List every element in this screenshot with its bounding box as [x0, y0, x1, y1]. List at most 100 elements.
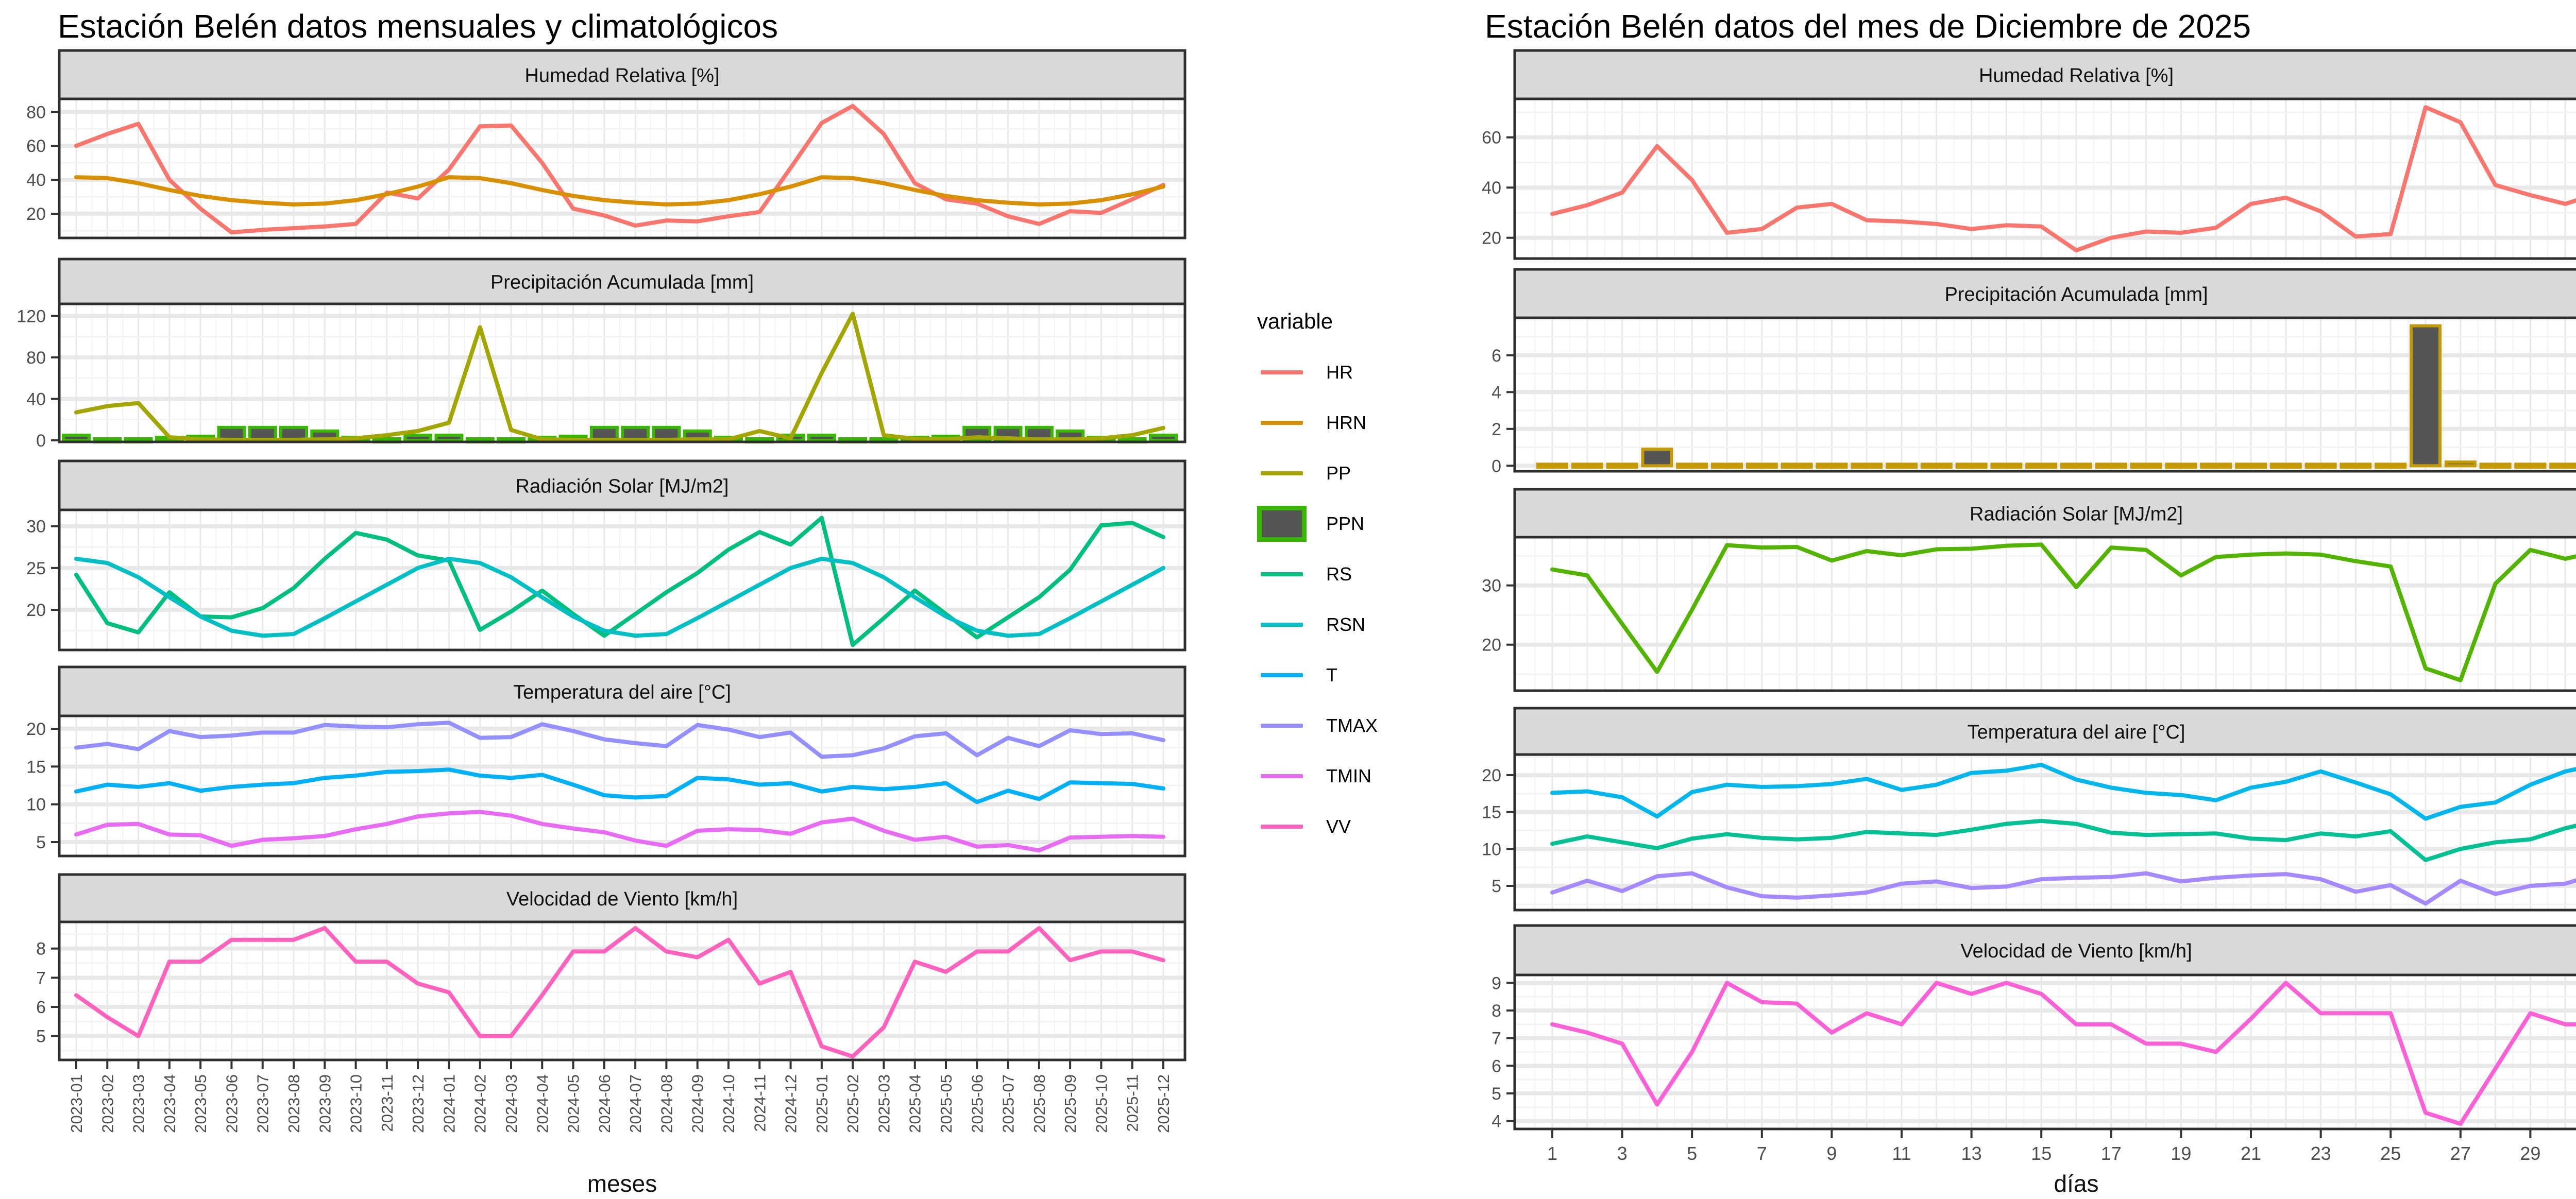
legend-label: TMAX [1326, 715, 1378, 736]
legend-key-VV-line [1257, 825, 1307, 829]
xtick-label: 2025-03 [875, 1074, 893, 1133]
ytick-hum: 80 [26, 102, 46, 122]
xtick-label: 9 [1826, 1143, 1837, 1164]
ytick-precip: 6 [1492, 346, 1501, 366]
xtick-label: 21 [2241, 1143, 2261, 1164]
series-VV-line [1550, 981, 2576, 1126]
series-HRN-line [74, 175, 1165, 207]
legend-entry-RSN: RSN [1257, 599, 1378, 650]
xtick-label: 2023-10 [347, 1074, 365, 1133]
ytick-hum: 20 [26, 204, 46, 224]
left-legend-title: variable [1257, 309, 1333, 333]
right-chart: Humedad Relativa [%]204060Precipitación … [1482, 49, 2576, 1197]
legend-label: T [1326, 664, 1337, 686]
xtick-label: 2024-05 [565, 1074, 583, 1133]
legend-label: TMIN [1326, 765, 1371, 786]
xtick-label: 2023-06 [223, 1074, 241, 1133]
strip-title-temp: Temperatura del aire [°C] [513, 682, 731, 704]
series-T-line [74, 767, 1165, 804]
legend-key-TMIN-line [1257, 774, 1307, 778]
xtick-label: 13 [1961, 1143, 1982, 1164]
series-RS-line [74, 516, 1165, 647]
legend-label: RS [1326, 563, 1352, 585]
panel-rad: Radiación Solar [MJ/m2] 20 30 [1482, 488, 2576, 692]
strip-title-viento: Velocidad de Viento [km/h] [506, 888, 738, 910]
xtick-label: 2023-01 [67, 1074, 86, 1133]
ytick-precip: 0 [1492, 456, 1501, 476]
legend-key-RSN-line [1257, 623, 1307, 627]
ytick-viento: 8 [36, 939, 46, 959]
left-chart-title: Estación Belén datos mensuales y climato… [58, 8, 778, 45]
legend-entry-VV: VV [1257, 801, 1378, 852]
panel-hum: Humedad Relativa [%] 20 40 60 [1482, 49, 2576, 260]
legend-entry-RS: RS [1257, 549, 1378, 599]
ytick-viento: 6 [1492, 1056, 1501, 1076]
xtick-label: 3 [1617, 1143, 1628, 1164]
ytick-temp: 20 [1482, 766, 1501, 785]
strip-viento [58, 873, 1187, 923]
strip-title-rad: Radiación Solar [MJ/m2] [516, 476, 729, 498]
ytick-rad: 30 [26, 517, 46, 537]
xtick-label: 2025-06 [968, 1074, 986, 1133]
ytick-rad: 30 [1482, 576, 1501, 596]
xtick-label: 2025-09 [1061, 1074, 1079, 1133]
ytick-temp: 20 [26, 720, 46, 739]
xtick-label: 25 [2380, 1143, 2401, 1164]
ytick-hum: 60 [1482, 128, 1501, 148]
ytick-precip: 40 [26, 389, 46, 409]
xtick-label: 2025-07 [999, 1074, 1018, 1133]
strip-rad [58, 459, 1187, 511]
series-RS-line [1550, 542, 2576, 682]
xtick-label: 2025-05 [937, 1074, 955, 1133]
xtick-label: 2024-02 [471, 1074, 489, 1133]
strip-precip [58, 258, 1187, 305]
ytick-hum: 20 [1482, 229, 1501, 248]
xtick-label: 1 [1547, 1143, 1557, 1164]
ytick-rad: 20 [26, 601, 46, 620]
xtick-label: 2023-12 [409, 1074, 427, 1133]
xtick-label: 2024-06 [596, 1074, 614, 1133]
series-RSN-line [74, 556, 1165, 638]
panel-temp: Temperatura del aire [°C] 5 10 15 20 [1482, 707, 2576, 912]
xtick-label: 2023-02 [98, 1074, 116, 1133]
legend-key-RS-line [1257, 572, 1307, 576]
left-chart: Humedad Relativa [%]20406080Precipitació… [16, 49, 1187, 1197]
legend-entry-TMAX: TMAX [1257, 700, 1378, 751]
strip-title-viento: Velocidad de Viento [km/h] [1960, 940, 2192, 962]
xtick-label: 2024-03 [502, 1074, 520, 1133]
legend-label: HRN [1326, 412, 1366, 433]
series-TMIN-line [74, 810, 1165, 853]
ytick-precip: 2 [1492, 420, 1501, 439]
strip-title-temp: Temperatura del aire [°C] [1968, 722, 2185, 743]
xtick-label: 5 [1687, 1143, 1697, 1164]
series-HR-line [74, 104, 1165, 235]
xtick-label: 2024-11 [751, 1074, 769, 1132]
xtick-label: 2023-09 [316, 1074, 334, 1133]
xtick-label: 2025-02 [844, 1074, 862, 1133]
panel-temp: Temperatura del aire [°C] 5 10 15 20 [26, 665, 1187, 858]
legend-key-HR-line [1257, 370, 1307, 374]
strip-hum [58, 49, 1187, 100]
xtick-label: 7 [1757, 1143, 1767, 1164]
ytick-temp: 10 [26, 795, 46, 815]
xtick-label: 2023-11 [378, 1074, 396, 1132]
ytick-precip: 120 [16, 306, 46, 326]
series-VV-line [74, 926, 1165, 1059]
panel-viento: Velocidad de Viento [km/h] 4 5 6 7 8 9 [1492, 924, 2576, 1132]
xtick-label: 15 [2031, 1143, 2052, 1164]
legend-label: PP [1326, 463, 1351, 484]
ytick-temp: 15 [1482, 803, 1501, 823]
ytick-temp: 15 [26, 757, 46, 777]
ytick-viento: 9 [1492, 973, 1501, 993]
legend-entry-HRN: HRN [1257, 398, 1378, 448]
legend-entry-PP: PP [1257, 448, 1378, 499]
legend-entry-T: T [1257, 650, 1378, 700]
ytick-hum: 60 [26, 136, 46, 156]
ytick-hum: 40 [26, 170, 46, 190]
strip-viento [1513, 924, 2576, 977]
xtick-label: 2025-12 [1155, 1074, 1173, 1133]
xtick-label: 27 [2450, 1143, 2471, 1164]
xtick-label: 11 [1892, 1143, 1911, 1164]
panel-precip: Precipitación Acumulada [mm] 0 40 80 120 [16, 258, 1187, 451]
ytick-viento: 4 [1492, 1112, 1501, 1132]
